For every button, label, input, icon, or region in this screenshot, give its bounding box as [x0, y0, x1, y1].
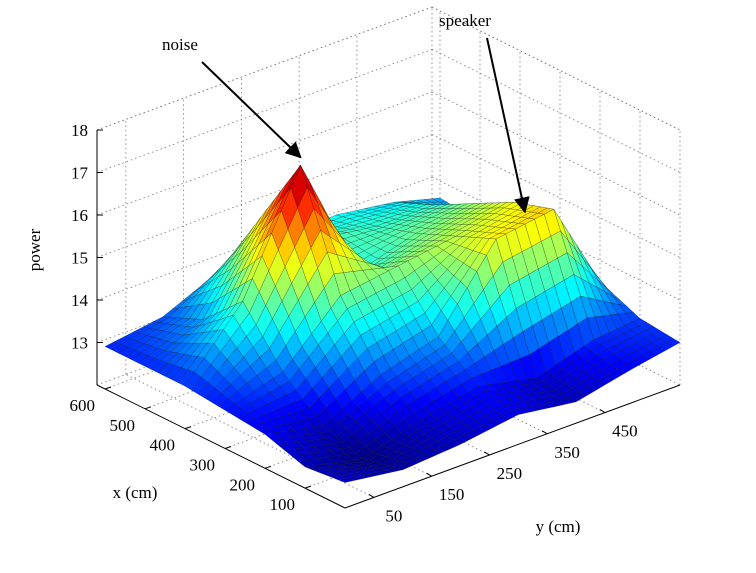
y-tick: [426, 472, 432, 477]
box-edge: [431, 6, 681, 131]
x-tick-label: 400: [150, 436, 176, 455]
x-tick: [264, 465, 272, 469]
z-tick-label: 14: [71, 291, 89, 310]
x-tick-label: 200: [230, 475, 256, 494]
x-tick: [144, 406, 152, 410]
y-tick: [368, 493, 375, 498]
grid-line: [96, 49, 433, 173]
x-tick: [184, 426, 192, 430]
y-tick: [541, 430, 548, 435]
grid-line: [96, 134, 433, 258]
y-tick-label: 450: [612, 422, 638, 441]
y-tick-label: 150: [439, 485, 465, 504]
z-axis-label: power: [25, 228, 44, 271]
x-tick: [304, 485, 312, 489]
annotation-text: speaker: [439, 11, 491, 30]
y-axis-label: y (cm): [536, 517, 581, 536]
x-tick: [224, 446, 232, 449]
grid-line: [431, 176, 681, 301]
x-tick: [104, 386, 112, 390]
axes: 13 14 15 16 17 18 100 200 300 400 500 600 50 150 250 35…: [70, 11, 681, 525]
x-tick-label: 600: [70, 396, 96, 415]
z-tick-label: 18: [71, 121, 88, 140]
grid-line: [431, 91, 681, 216]
grid-line: [96, 6, 433, 131]
y-tick: [484, 451, 490, 456]
y-tick: [599, 409, 606, 413]
x-tick-label: 100: [270, 495, 296, 514]
grid-line: [431, 49, 681, 173]
surface: [104, 164, 681, 483]
x-axis: [96, 384, 346, 509]
y-tick-label: 50: [385, 506, 402, 525]
grid-line: [96, 176, 433, 301]
x-tick-label: 300: [190, 455, 216, 474]
surface-patch: [337, 477, 356, 483]
box-edge: [96, 6, 433, 131]
annotation-arrow: [201, 61, 302, 159]
grid-line: [96, 91, 433, 216]
x-axis-label: x (cm): [113, 483, 158, 502]
z-tick-label: 15: [71, 249, 88, 268]
y-tick-label: 350: [554, 443, 580, 462]
annotation-arrow: [486, 37, 530, 214]
annotation-text: noise: [162, 35, 198, 54]
z-tick-label: 17: [71, 164, 89, 183]
x-tick-label: 500: [110, 416, 136, 435]
y-axis: [344, 384, 681, 509]
z-tick-label: 13: [71, 334, 88, 353]
y-tick-label: 250: [497, 464, 523, 483]
z-tick-label: 16: [71, 206, 88, 225]
grid-line: [431, 134, 681, 258]
